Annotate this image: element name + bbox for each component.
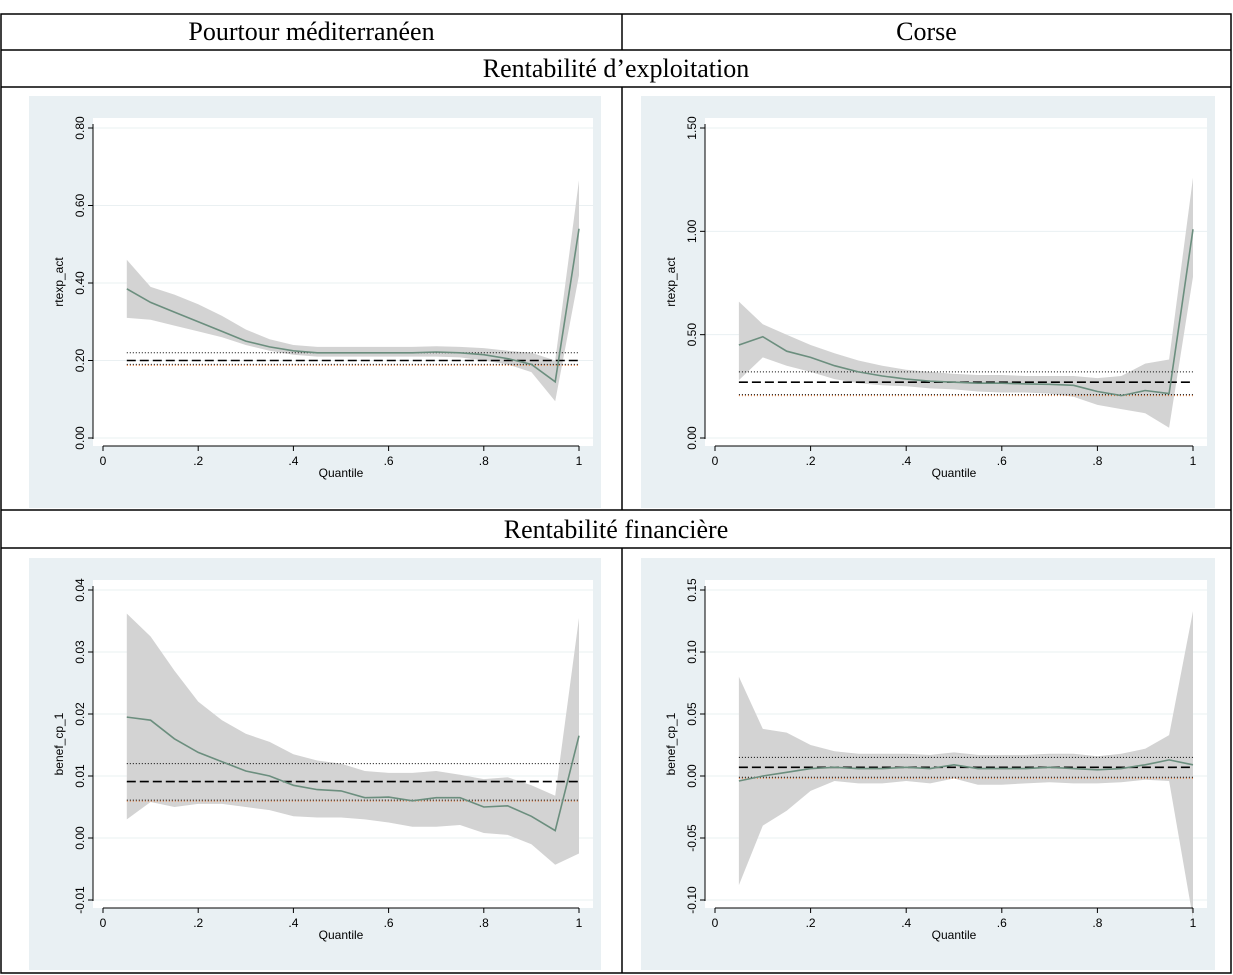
x-tick-label: .8 xyxy=(1092,454,1102,468)
x-tick-label: .4 xyxy=(288,916,298,930)
chart-panel-corse-financiere: -0.10 -0.05 0.00 0.05 0.10 0.15 0 .2 .4 .6 .8 1 Quan… xyxy=(641,558,1215,970)
y-tick-label: 0.05 xyxy=(685,702,699,726)
y-tick-label: 0.20 xyxy=(73,348,87,372)
y-tick-label: 0.02 xyxy=(73,702,87,726)
chart-corse-financiere: -0.10 -0.05 0.00 0.05 0.10 0.15 0 .2 .4 .6 .8 1 Quan… xyxy=(664,578,1207,942)
y-axis-label: rtexp_act xyxy=(52,257,66,307)
confidence-band xyxy=(738,177,1193,428)
x-tick-label: .2 xyxy=(193,454,203,468)
y-tick-label: -0.10 xyxy=(685,886,699,914)
y-tick-label: 0.60 xyxy=(73,193,87,217)
y-axis-label: rtexp_act xyxy=(664,257,678,307)
y-axis-label: benef_cp_1 xyxy=(52,712,66,775)
x-axis-label: Quantile xyxy=(932,466,977,480)
x-tick-label: .4 xyxy=(288,454,298,468)
y-tick-label: 0.15 xyxy=(685,578,699,602)
chart-pourtour-financiere: -0.01 0.00 0.01 0.02 0.03 0.04 0 .2 .4 .6 .8 1 Quant… xyxy=(52,578,593,942)
y-tick-label: 0.00 xyxy=(73,426,87,450)
x-tick-label: .8 xyxy=(479,454,489,468)
x-tick-label: .6 xyxy=(384,454,394,468)
x-tick-label: .4 xyxy=(901,454,911,468)
x-tick-label: .6 xyxy=(997,916,1007,930)
column-header-corse: Corse xyxy=(896,17,957,46)
y-axis-label: benef_cp_1 xyxy=(664,712,678,775)
row-header-rentabilite-exploitation: Rentabilité d’exploitation xyxy=(482,54,750,83)
x-tick-label: 0 xyxy=(100,916,107,930)
y-tick-label: 0.00 xyxy=(685,426,699,450)
y-tick-label: 0.10 xyxy=(685,640,699,664)
x-tick-label: 1 xyxy=(1190,916,1197,930)
series-line xyxy=(738,229,1194,397)
chart-panel-corse-exploitation: 0.00 0.50 1.00 1.50 0 .2 .4 .6 .8 1 Quantile rtexp_… xyxy=(641,96,1215,508)
row-header-rentabilite-financiere: Rentabilité financière xyxy=(503,515,729,544)
y-tick-label: 0.80 xyxy=(73,116,87,140)
x-tick-label: 1 xyxy=(576,454,583,468)
x-axis-label: Quantile xyxy=(319,466,364,480)
x-tick-label: 1 xyxy=(576,916,583,930)
confidence-band xyxy=(738,611,1193,919)
chart-pourtour-exploitation: 0.00 0.20 0.40 0.60 0.80 0 .2 .4 .6 .8 1 Quantile rt… xyxy=(52,116,593,480)
series-line xyxy=(126,228,580,384)
x-tick-label: 0 xyxy=(100,454,107,468)
x-tick-label: .4 xyxy=(901,916,911,930)
x-tick-label: 1 xyxy=(1190,454,1197,468)
confidence-band xyxy=(126,613,580,865)
y-tick-label: 1.50 xyxy=(685,116,699,140)
x-tick-label: .8 xyxy=(479,916,489,930)
y-tick-label: 1.00 xyxy=(685,219,699,243)
series-line xyxy=(738,759,1194,782)
x-tick-label: .6 xyxy=(384,916,394,930)
y-tick-label: 0.00 xyxy=(73,826,87,850)
y-tick-label: 0.00 xyxy=(685,764,699,788)
y-tick-label: 0.40 xyxy=(73,271,87,295)
x-tick-label: .2 xyxy=(806,916,816,930)
chart-corse-exploitation: 0.00 0.50 1.00 1.50 0 .2 .4 .6 .8 1 Quantile rtexp_… xyxy=(664,116,1207,480)
y-tick-label: -0.05 xyxy=(685,824,699,852)
y-tick-label: 0.03 xyxy=(73,640,87,664)
x-tick-label: .6 xyxy=(997,454,1007,468)
plot-area xyxy=(93,118,593,446)
x-tick-label: 0 xyxy=(712,916,719,930)
y-tick-label: 0.04 xyxy=(73,578,87,602)
y-tick-label: 0.01 xyxy=(73,764,87,788)
x-tick-label: 0 xyxy=(712,454,719,468)
x-tick-label: .2 xyxy=(193,916,203,930)
x-tick-label: .8 xyxy=(1092,916,1102,930)
y-tick-label: 0.50 xyxy=(685,323,699,347)
x-axis-label: Quantile xyxy=(319,928,364,942)
series-line xyxy=(126,716,580,832)
chart-panel-pourtour-financiere: -0.01 0.00 0.01 0.02 0.03 0.04 0 .2 .4 .6 .8 1 Quant… xyxy=(29,558,601,970)
x-axis-label: Quantile xyxy=(932,928,977,942)
chart-panel-pourtour-exploitation: 0.00 0.20 0.40 0.60 0.80 0 .2 .4 .6 .8 1 Quantile rt… xyxy=(29,96,601,508)
x-tick-label: .2 xyxy=(806,454,816,468)
column-header-pourtour: Pourtour méditerranéen xyxy=(188,17,435,46)
y-tick-label: -0.01 xyxy=(73,886,87,914)
